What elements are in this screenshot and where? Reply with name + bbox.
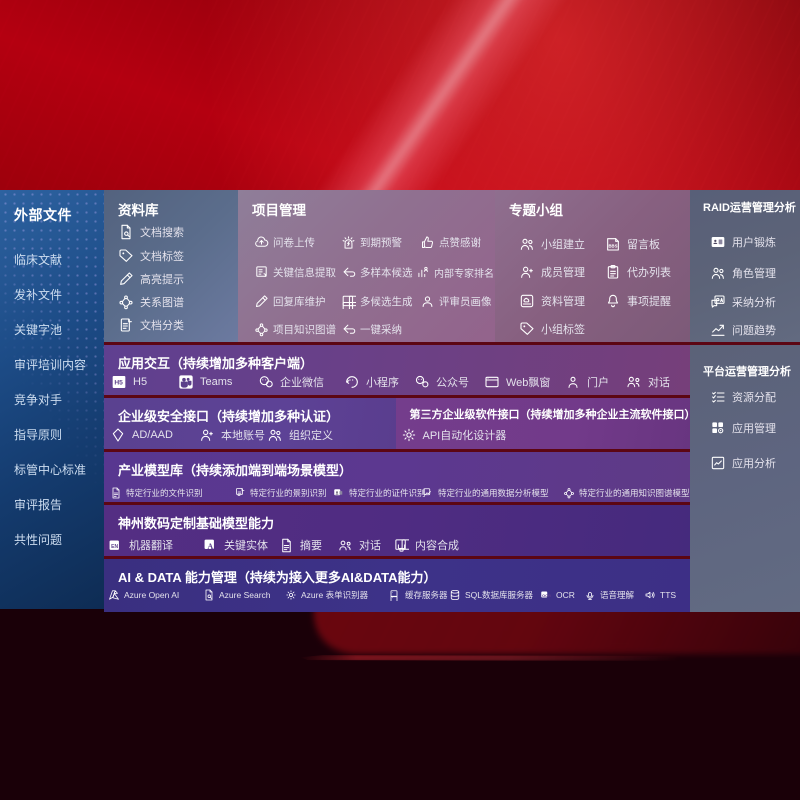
svg-text:OCR: OCR <box>542 593 551 598</box>
svg-text:A: A <box>207 541 213 550</box>
svg-text:H5: H5 <box>114 379 123 386</box>
svg-text:BBS: BBS <box>609 243 618 248</box>
svg-text:EN: EN <box>111 544 118 550</box>
